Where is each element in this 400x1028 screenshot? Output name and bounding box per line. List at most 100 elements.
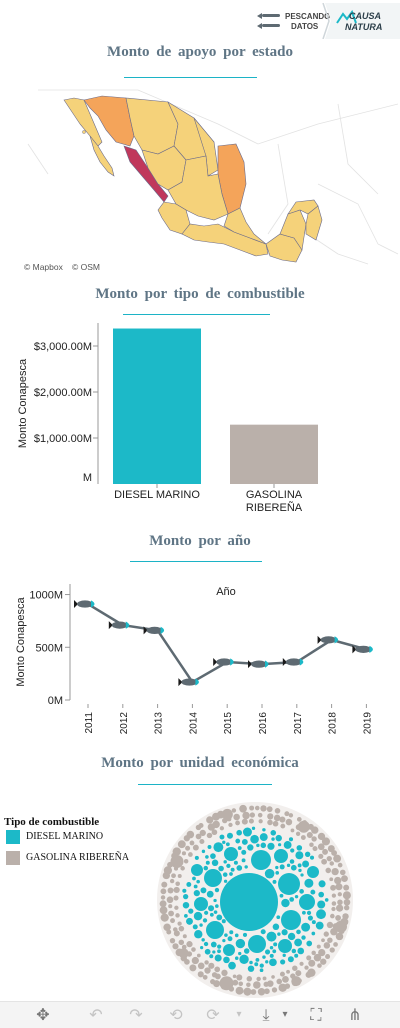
bubble-gasolina[interactable] bbox=[167, 887, 174, 894]
bubble-gasolina[interactable] bbox=[160, 888, 167, 895]
bubble-diesel[interactable] bbox=[277, 843, 282, 847]
bubble-gasolina[interactable] bbox=[308, 959, 316, 967]
bubble-diesel[interactable] bbox=[215, 904, 219, 908]
bubble-diesel[interactable] bbox=[184, 914, 188, 918]
bubble-gasolina[interactable] bbox=[321, 837, 331, 846]
bubble-diesel[interactable] bbox=[209, 912, 214, 917]
bubble-gasolina[interactable] bbox=[278, 983, 287, 992]
bubble-gasolina[interactable] bbox=[214, 966, 221, 973]
bubble-gasolina[interactable] bbox=[191, 947, 196, 952]
bubble-diesel[interactable] bbox=[251, 826, 256, 830]
bubble-diesel[interactable] bbox=[304, 878, 314, 888]
bubble-gasolina[interactable] bbox=[253, 981, 261, 989]
bubble-gasolina[interactable] bbox=[288, 813, 294, 818]
bubble-gasolina[interactable] bbox=[232, 979, 239, 986]
bubble-diesel[interactable] bbox=[287, 956, 294, 963]
bubble-diesel[interactable] bbox=[203, 941, 209, 947]
bubble-gasolina[interactable] bbox=[202, 974, 208, 980]
bubble-gasolina-large[interactable] bbox=[297, 820, 310, 833]
state-sinaloa[interactable] bbox=[123, 145, 169, 203]
bubble-diesel[interactable] bbox=[259, 963, 264, 968]
bubble-diesel[interactable] bbox=[270, 830, 277, 836]
bubble-gasolina[interactable] bbox=[341, 875, 348, 883]
bubble-diesel[interactable] bbox=[272, 879, 277, 884]
bubble-diesel[interactable] bbox=[192, 876, 196, 881]
bubble-gasolina[interactable] bbox=[243, 987, 252, 996]
bubble-gasolina[interactable] bbox=[312, 846, 318, 852]
bubble-diesel[interactable] bbox=[213, 910, 218, 914]
bubble-diesel[interactable] bbox=[269, 953, 274, 958]
state-baja-california-sur[interactable] bbox=[89, 135, 115, 177]
bubble-gasolina[interactable] bbox=[306, 832, 313, 839]
bubble-diesel[interactable] bbox=[288, 837, 294, 842]
bubble-gasolina[interactable] bbox=[159, 900, 167, 908]
bubble-gasolina[interactable] bbox=[337, 892, 342, 897]
bubble-diesel[interactable] bbox=[206, 890, 214, 898]
bubble-gasolina[interactable] bbox=[206, 832, 213, 839]
bubble-gasolina[interactable] bbox=[181, 851, 187, 856]
bubble-diesel-medium[interactable] bbox=[204, 869, 222, 887]
fish-marker-point[interactable] bbox=[108, 621, 130, 630]
bubble-gasolina[interactable] bbox=[258, 819, 263, 824]
bubble-diesel[interactable] bbox=[250, 834, 259, 844]
bubble-diesel[interactable] bbox=[290, 848, 295, 853]
mexico-choropleth-map[interactable]: © Mapbox © OSM bbox=[18, 84, 400, 277]
bubble-gasolina[interactable] bbox=[331, 906, 336, 912]
bubble-diesel[interactable] bbox=[233, 860, 238, 865]
download-dropdown-icon[interactable]: ▾ bbox=[282, 1009, 288, 1020]
bubble-gasolina-large[interactable] bbox=[219, 976, 234, 991]
bubble-gasolina[interactable] bbox=[241, 818, 248, 825]
bubble-diesel[interactable] bbox=[275, 871, 280, 875]
fish-marker-point[interactable] bbox=[213, 658, 234, 667]
bubble-diesel[interactable] bbox=[280, 959, 286, 965]
bubble-diesel[interactable] bbox=[225, 842, 230, 847]
bubble-gasolina[interactable] bbox=[221, 969, 228, 977]
state-sonora[interactable] bbox=[83, 95, 135, 147]
bubble-diesel[interactable] bbox=[182, 901, 190, 909]
bubble-gasolina[interactable] bbox=[290, 828, 295, 833]
bubble-gasolina[interactable] bbox=[331, 850, 337, 856]
bubble-gasolina[interactable] bbox=[295, 970, 302, 977]
bubble-diesel[interactable] bbox=[273, 942, 278, 947]
bubble-gasolina[interactable] bbox=[333, 854, 342, 863]
bubble-gasolina[interactable] bbox=[177, 921, 182, 926]
bubble-diesel[interactable] bbox=[247, 965, 255, 972]
bubble-diesel[interactable] bbox=[290, 864, 297, 871]
bubble-diesel[interactable] bbox=[302, 910, 306, 915]
fish-marker-point[interactable] bbox=[282, 658, 304, 667]
bubble-diesel[interactable] bbox=[271, 837, 275, 841]
bubble-gasolina[interactable] bbox=[326, 855, 332, 862]
bubble-gasolina[interactable] bbox=[169, 938, 176, 944]
bubble-diesel[interactable] bbox=[214, 954, 222, 962]
bubble-gasolina[interactable] bbox=[160, 895, 166, 900]
bubble-diesel[interactable] bbox=[297, 863, 302, 868]
bubble-gasolina[interactable] bbox=[210, 979, 216, 985]
fuel-type-bar-chart[interactable]: $1,000.00M $2,000.00M $3,000.00M M Monto Con… bbox=[0, 318, 400, 523]
bubble-gasolina[interactable] bbox=[317, 832, 326, 841]
bubble-gasolina[interactable] bbox=[318, 948, 326, 957]
bubble-gasolina[interactable] bbox=[304, 965, 309, 970]
bubble-diesel[interactable] bbox=[199, 923, 203, 927]
bubble-gasolina[interactable] bbox=[279, 971, 285, 977]
bubble-gasolina[interactable] bbox=[286, 969, 290, 974]
bubble-diesel[interactable] bbox=[183, 894, 189, 900]
bubble-diesel[interactable] bbox=[193, 884, 198, 889]
bubble-gasolina[interactable] bbox=[195, 833, 202, 840]
bubble-diesel[interactable] bbox=[235, 938, 246, 949]
bubble-diesel[interactable] bbox=[193, 911, 203, 921]
state-baja-california[interactable] bbox=[63, 97, 103, 147]
bubble-gasolina[interactable] bbox=[330, 913, 335, 919]
bubble-gasolina[interactable] bbox=[172, 943, 179, 950]
bubble-diesel[interactable] bbox=[236, 829, 242, 836]
bubble-gasolina[interactable] bbox=[197, 962, 205, 970]
bubble-gasolina[interactable] bbox=[236, 974, 243, 981]
bubble-gasolina[interactable] bbox=[186, 941, 193, 948]
state-guerrero-oaxaca[interactable] bbox=[181, 223, 269, 257]
bubble-gasolina[interactable] bbox=[189, 964, 197, 972]
download-icon[interactable]: ⤓ bbox=[262, 1005, 270, 1024]
bubble-diesel[interactable] bbox=[222, 840, 226, 844]
bubble-diesel-largest[interactable] bbox=[220, 873, 278, 931]
bubble-gasolina[interactable] bbox=[260, 805, 267, 812]
bubble-diesel[interactable] bbox=[317, 900, 326, 909]
bubble-diesel-medium[interactable] bbox=[223, 944, 235, 956]
